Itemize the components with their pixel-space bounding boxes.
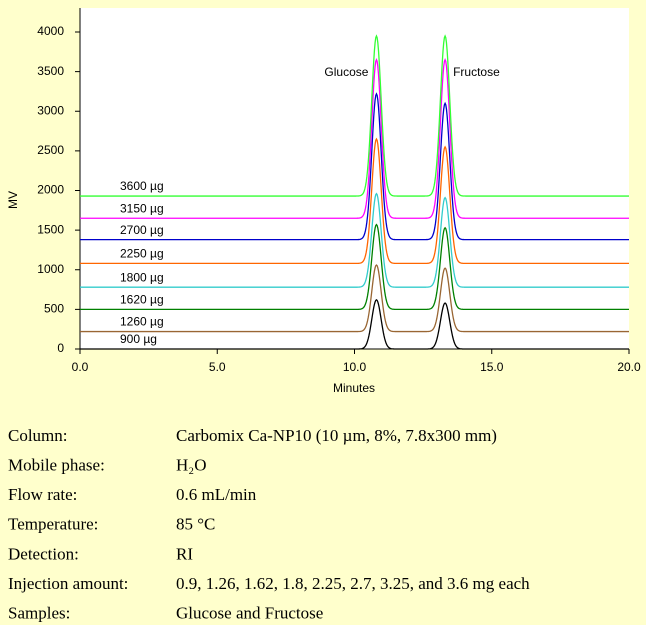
row-label: Samples: [8, 604, 70, 623]
row-value: Carbomix Ca-NP10 (10 µm, 8%, 7.8x300 mm) [176, 426, 497, 445]
peak-label: Glucose [324, 65, 368, 79]
plot-area [80, 8, 629, 349]
row-label: Detection: [8, 544, 79, 563]
y-tick-label: 500 [44, 302, 64, 316]
row-value: 0.9, 1.26, 1.62, 1.8, 2.25, 2.7, 3.25, a… [176, 574, 530, 593]
y-tick-label: 4000 [37, 24, 64, 38]
y-tick-label: 1000 [37, 262, 64, 276]
trace-label: 3150 µg [120, 201, 164, 215]
row-label: Flow rate: [8, 485, 77, 504]
y-tick-label: 0 [57, 341, 64, 355]
trace [80, 137, 629, 265]
trace [80, 34, 629, 197]
chart: Minutes MV 0 500 1000 1500 2000 2500 3000 3500 4… [6, 8, 641, 395]
trace-label: 900 µg [120, 332, 157, 346]
trace-label: 3600 µg [120, 179, 164, 193]
trace [80, 92, 629, 241]
x-tick-label: 20.0 [617, 360, 641, 374]
y-tick-label: 3000 [37, 103, 64, 117]
y-tick-label: 2000 [37, 183, 64, 197]
y-tick-label: 2500 [37, 143, 64, 157]
row-value: RI [176, 544, 193, 563]
trace [80, 223, 629, 311]
trace-label: 1620 µg [120, 293, 164, 307]
row-label: Mobile phase: [8, 456, 105, 475]
peak-label: Fructose [453, 65, 500, 79]
row-value: 0.6 mL/min [176, 485, 257, 504]
row-label: Injection amount: [8, 574, 128, 593]
x-tick-label: 15.0 [480, 360, 504, 374]
trace-label: 1800 µg [120, 270, 164, 284]
conditions-table: Column: Carbomix Ca-NP10 (10 µm, 8%, 7.8x… [8, 426, 530, 623]
trace [80, 264, 629, 333]
x-axis-label: Minutes [333, 381, 375, 395]
x-tick-label: 5.0 [209, 360, 226, 374]
x-tick-label: 0.0 [72, 360, 89, 374]
row-label: Column: [8, 426, 68, 445]
row-value: Glucose and Fructose [176, 604, 323, 623]
trace-label: 2250 µg [120, 247, 164, 261]
row-value: 85 °C [176, 515, 215, 534]
row-label: Temperature: [8, 515, 98, 534]
y-axis-label: MV [6, 191, 20, 209]
trace-label: 2700 µg [120, 223, 164, 237]
trace [80, 58, 629, 219]
y-tick-label: 1500 [37, 222, 64, 236]
x-tick-label: 10.0 [343, 360, 367, 374]
row-value: H₂O [176, 456, 206, 475]
trace [80, 299, 629, 350]
y-tick-label: 3500 [37, 64, 64, 78]
trace [80, 192, 629, 288]
trace-label: 1260 µg [120, 315, 164, 329]
